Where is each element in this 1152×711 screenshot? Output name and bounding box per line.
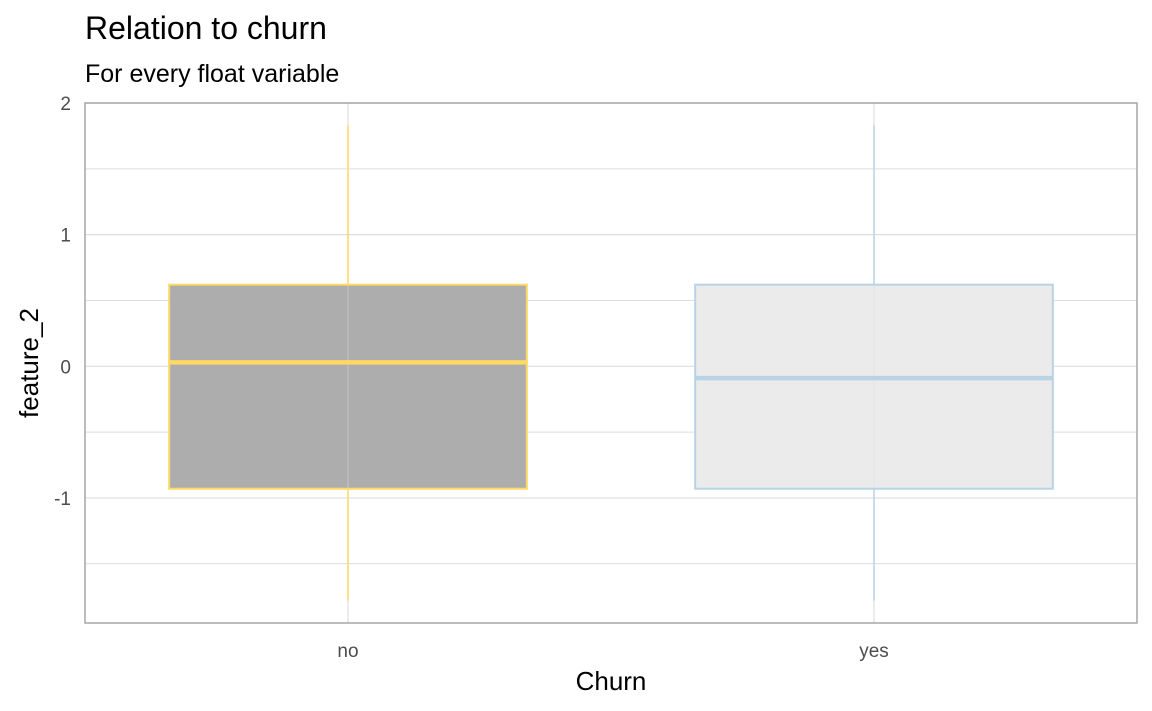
boxes [168,125,1054,601]
x-tick-label: no [337,641,358,662]
y-axis-title: feature_2 [14,308,44,418]
y-tick-label: 1 [60,226,71,247]
y-tick-label: 2 [60,94,71,115]
panel-border [84,102,1138,624]
x-axis-title: Churn [576,666,647,696]
y-tick-label: -1 [54,489,71,510]
x-tick-label: yes [859,641,889,662]
chart-title: Relation to churn [85,10,327,46]
box-yes [694,125,1054,601]
box-no [168,125,528,601]
y-axis-ticks: 2 1 0 -1 [54,94,71,510]
y-tick-label: 0 [60,357,71,378]
x-axis-ticks: no yes [337,641,888,662]
chart-subtitle: For every float variable [85,60,340,88]
